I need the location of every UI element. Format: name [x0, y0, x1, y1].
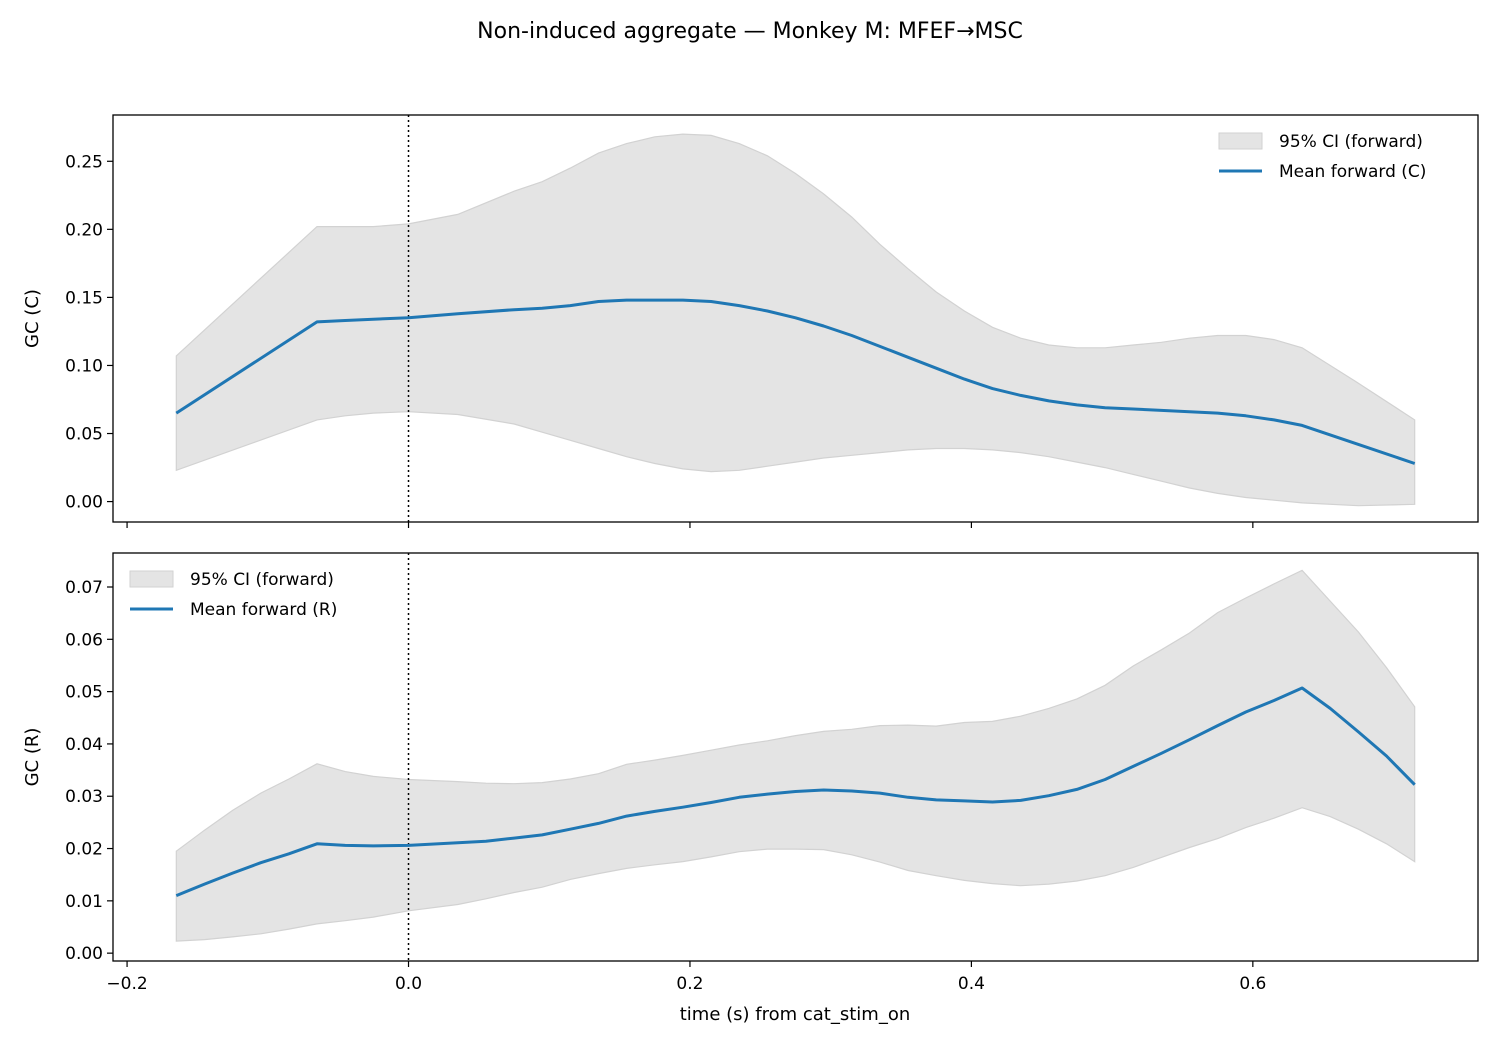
y-tick-label: 0.01	[65, 892, 103, 912]
ci-band	[175, 569, 1416, 942]
y-axis-label: GC (R)	[22, 728, 43, 787]
mean-line	[175, 298, 1416, 465]
axes-frame	[112, 114, 1479, 523]
x-tick-label: 0.0	[395, 974, 422, 994]
x-tick-label: 0.6	[1239, 974, 1266, 994]
legend-ci-label: 95% CI (forward)	[190, 570, 334, 590]
legend-ci-label: 95% CI (forward)	[1279, 132, 1423, 152]
y-tick-label: 0.10	[65, 356, 103, 376]
panel-gc-r: 0.00 0.01 0.02 0.03 0.04 0.05 0.06 0.07 −0.2 0.0 0…	[22, 552, 1479, 994]
y-tick-label: 0.15	[65, 288, 103, 308]
y-tick-label: 0.05	[65, 425, 103, 445]
y-tick-label: 0.02	[65, 840, 103, 860]
y-tick-label: 0.00	[65, 493, 103, 513]
x-tick-label: 0.4	[958, 974, 985, 994]
x-axis-label: time (s) from cat_stim_on	[680, 1004, 911, 1025]
legend-mean-label: Mean forward (R)	[190, 600, 337, 620]
y-tick-label: 0.25	[65, 152, 103, 172]
y-tick-label: 0.20	[65, 220, 103, 240]
x-tick-label: −0.2	[106, 974, 147, 994]
y-tick-label: 0.04	[65, 735, 103, 755]
panel-gc-c: 0.00 0.05 0.10 0.15 0.20 0.25 GC (C) 95% CI (fo…	[22, 114, 1479, 528]
legend-mean-label: Mean forward (C)	[1279, 162, 1426, 182]
y-tick-label: 0.05	[65, 683, 103, 703]
y-axis-label: GC (C)	[22, 289, 43, 348]
y-tick-label: 0.03	[65, 787, 103, 807]
legend-ci-swatch	[1218, 132, 1263, 150]
y-tick-label: 0.00	[65, 944, 103, 964]
y-tick-label: 0.06	[65, 630, 103, 650]
ci-band	[175, 133, 1416, 507]
x-tick-label: 0.2	[676, 974, 703, 994]
figure-title: Non-induced aggregate — Monkey M: MFEF→M…	[477, 19, 1023, 44]
axes-frame	[112, 552, 1479, 962]
y-tick-label: 0.07	[65, 578, 103, 598]
legend-ci-swatch	[129, 570, 174, 588]
mean-line	[175, 686, 1416, 897]
